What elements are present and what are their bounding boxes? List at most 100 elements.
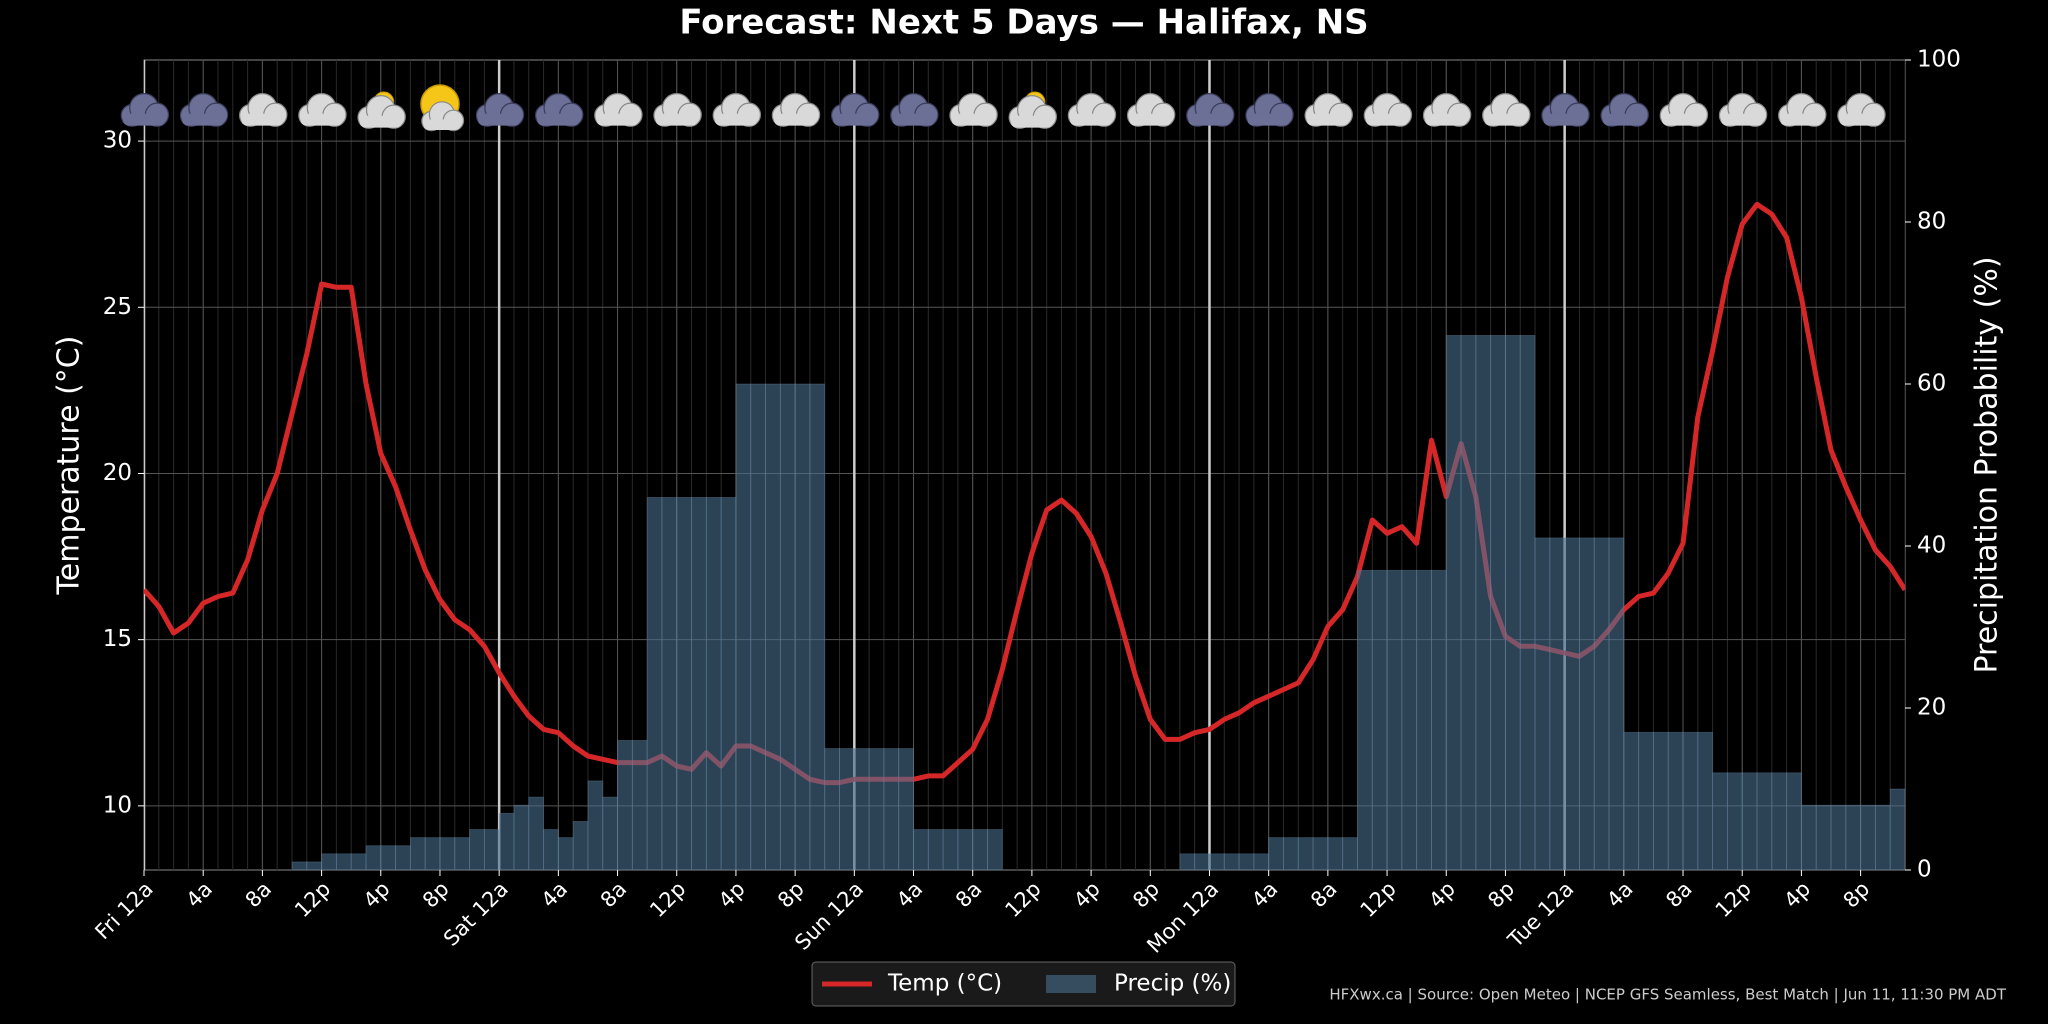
weather-icon — [1067, 93, 1117, 127]
grid — [144, 60, 1905, 870]
precip-bar — [987, 829, 1003, 870]
precip-bar — [557, 837, 574, 870]
legend-label: Precip (%) — [1114, 971, 1231, 997]
precip-bar — [1860, 804, 1876, 870]
precip-bar — [661, 496, 678, 870]
icon-cloud-base — [300, 113, 343, 126]
precip-bar — [913, 829, 929, 870]
precip-bar — [705, 496, 722, 870]
icon-cloud-base — [1484, 113, 1527, 126]
precip-bar — [691, 496, 707, 870]
y-tick-label: 15 — [103, 626, 132, 652]
weather-icon — [1837, 93, 1886, 127]
precip-bar — [469, 829, 485, 870]
precip-bar — [1401, 569, 1418, 870]
chart-title: Forecast: Next 5 Days — Halifax, NS — [679, 3, 1368, 43]
icon-cloud-base — [1602, 113, 1645, 126]
icon-cloud-base — [1129, 113, 1172, 126]
precip-bar — [1505, 334, 1521, 870]
weather-icon — [1659, 93, 1709, 127]
precip-bar — [1786, 772, 1802, 870]
series-layer — [144, 201, 1905, 870]
precip-bar — [853, 748, 870, 870]
icon-cloud-base — [774, 113, 817, 126]
y-tick-label: 25 — [103, 294, 132, 320]
icon-cloud-base — [1543, 113, 1586, 126]
precip-bar — [1534, 537, 1551, 870]
precip-bar — [513, 804, 530, 870]
precip-bar — [454, 837, 470, 870]
icon-cloud-base — [1247, 113, 1290, 126]
precip-bar — [1253, 853, 1270, 870]
footer: HFXwx.ca | Source: Open Meteo | NCEP GFS… — [1329, 986, 2006, 1004]
precip-bar — [898, 748, 914, 870]
precip-bar — [1712, 772, 1728, 870]
weather-icon — [1245, 93, 1294, 127]
precip-bar — [1771, 772, 1788, 870]
precip-bar — [1801, 804, 1817, 870]
precip-bar — [868, 748, 885, 870]
icon-cloud-base — [655, 113, 698, 126]
y-tick-label: 20 — [103, 460, 132, 486]
weather-icon — [1008, 91, 1057, 129]
precip-bar — [1297, 837, 1314, 870]
precip-bar — [794, 383, 811, 870]
icon-cloud-base — [1010, 115, 1053, 128]
icon-cloud-base — [359, 115, 402, 128]
y2-tick-label: 40 — [1917, 533, 1946, 559]
weather-icon — [1482, 93, 1531, 127]
precip-bar — [1741, 772, 1758, 870]
weather-icon — [1422, 93, 1472, 127]
precip-bar — [631, 740, 648, 870]
icon-cloud-base — [1425, 113, 1468, 126]
precip-bar — [720, 496, 737, 870]
precip-bar — [291, 861, 308, 870]
precip-bar — [1682, 731, 1699, 870]
icon-cloud-base — [182, 113, 225, 126]
icon-cloud-base — [714, 113, 758, 126]
icon-cloud-base — [833, 113, 876, 126]
precip-bar — [1238, 853, 1255, 870]
precip-bar — [972, 829, 988, 870]
weather-icon — [1600, 93, 1649, 127]
precip-bar — [1564, 537, 1580, 870]
y2-tick-label: 60 — [1917, 371, 1946, 397]
precip-bar — [528, 796, 544, 870]
precip-bar — [498, 812, 515, 870]
icon-cloud-base — [478, 113, 521, 126]
precip-bar — [1371, 569, 1388, 870]
weather-icon — [1363, 93, 1413, 127]
precip-bar — [380, 845, 396, 870]
precip-bar — [587, 780, 604, 870]
precip-bar — [1875, 804, 1891, 870]
precip-bar — [1460, 334, 1477, 870]
precip-bar — [1445, 334, 1462, 870]
precip-bar — [350, 853, 367, 870]
precip-bar — [1667, 731, 1684, 870]
weather-icon — [1778, 93, 1827, 127]
weather-icon — [1126, 93, 1176, 127]
weather-icon — [771, 93, 821, 127]
precip-bar — [1549, 537, 1566, 870]
y2-tick-label: 20 — [1917, 695, 1946, 721]
y-tick-label: 30 — [103, 128, 132, 154]
weather-icon — [949, 93, 998, 127]
precip-bar — [824, 748, 840, 870]
precip-bar — [779, 383, 796, 870]
precip-bar — [1623, 731, 1640, 870]
weather-icon — [1541, 93, 1590, 127]
precip-bar — [1653, 731, 1669, 870]
icon-cloud-base — [423, 119, 461, 130]
precip-bar — [1756, 772, 1773, 870]
precip-bar — [543, 829, 559, 870]
weather-icon — [653, 93, 702, 127]
precip-bar — [1608, 537, 1625, 870]
precip-bar — [1830, 804, 1847, 870]
legend-box — [811, 961, 1236, 1007]
weather-icon — [594, 93, 643, 127]
icon-cloud-base — [1306, 113, 1349, 126]
icon-cloud-base — [1839, 113, 1882, 126]
precip-bar — [483, 829, 500, 870]
precip-bar — [942, 829, 959, 870]
